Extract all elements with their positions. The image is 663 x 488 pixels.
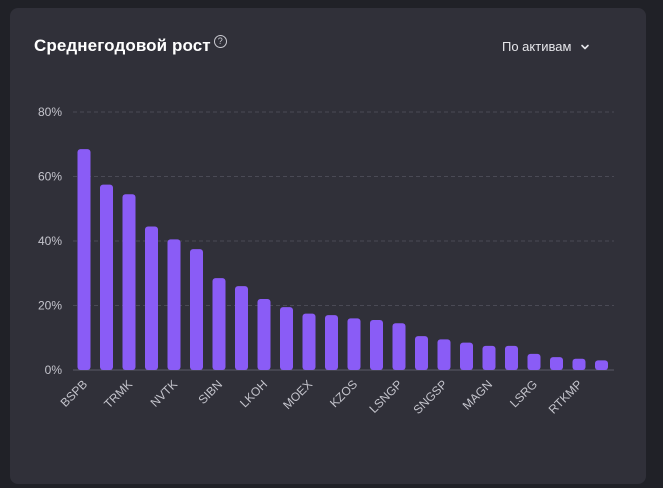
bar[interactable] bbox=[347, 318, 361, 370]
bar[interactable] bbox=[392, 323, 406, 370]
y-tick-label: 40% bbox=[38, 234, 62, 248]
chart-header: Среднегодовой рост ? bbox=[34, 35, 227, 56]
x-tick-label: MAGN bbox=[460, 377, 495, 412]
bar[interactable] bbox=[235, 286, 248, 370]
chart-card: Среднегодовой рост ? По активам 0% 20% 40%… bbox=[10, 8, 646, 484]
bar[interactable] bbox=[122, 194, 136, 370]
y-tick-label: 60% bbox=[38, 170, 62, 184]
bar[interactable] bbox=[257, 299, 271, 370]
bar[interactable] bbox=[167, 239, 181, 370]
x-tick-label: BSPB bbox=[58, 377, 91, 410]
bar[interactable] bbox=[145, 226, 158, 370]
bar[interactable] bbox=[212, 278, 226, 370]
bar[interactable] bbox=[325, 315, 338, 370]
x-tick-label: SNGSP bbox=[411, 377, 451, 417]
x-tick-label: TRMK bbox=[101, 377, 135, 411]
dropdown-label: По активам bbox=[502, 39, 572, 54]
y-tick-label: 0% bbox=[45, 363, 63, 377]
question-circle-icon[interactable]: ? bbox=[213, 35, 227, 48]
x-tick-label: KZOS bbox=[327, 377, 360, 410]
x-tick-label: LSRG bbox=[507, 377, 540, 410]
bar[interactable] bbox=[550, 357, 563, 370]
bar[interactable] bbox=[505, 345, 518, 370]
x-tick-label: LKOH bbox=[237, 377, 270, 410]
group-by-dropdown[interactable]: По активам bbox=[502, 39, 590, 54]
bar[interactable] bbox=[595, 360, 608, 370]
bar[interactable] bbox=[527, 353, 541, 370]
bar-chart: 0% 20% 40% 60% 80% BSPB TRMK NVTK SIBN LKOH MOEX KZ… bbox=[38, 105, 614, 417]
x-tick-label: NVTK bbox=[148, 377, 181, 410]
x-tick-label: SIBN bbox=[195, 377, 225, 407]
x-tick-label: LSNGP bbox=[366, 377, 405, 416]
chevron-down-icon bbox=[581, 44, 590, 49]
bar[interactable] bbox=[302, 313, 316, 370]
bar[interactable] bbox=[370, 320, 383, 370]
bar[interactable] bbox=[437, 339, 451, 370]
bar[interactable] bbox=[280, 307, 293, 370]
bar[interactable] bbox=[190, 249, 203, 370]
bar[interactable] bbox=[415, 336, 428, 370]
bar[interactable] bbox=[77, 149, 91, 370]
bar[interactable] bbox=[460, 342, 473, 370]
bar[interactable] bbox=[572, 358, 586, 370]
bar[interactable] bbox=[482, 345, 496, 370]
x-tick-label: RTKMP bbox=[546, 377, 585, 416]
chart-title: Среднегодовой рост bbox=[34, 36, 211, 55]
y-tick-label: 20% bbox=[38, 299, 62, 313]
bar[interactable] bbox=[100, 184, 113, 370]
x-tick-label: MOEX bbox=[280, 377, 315, 412]
y-tick-label: 80% bbox=[38, 105, 62, 119]
